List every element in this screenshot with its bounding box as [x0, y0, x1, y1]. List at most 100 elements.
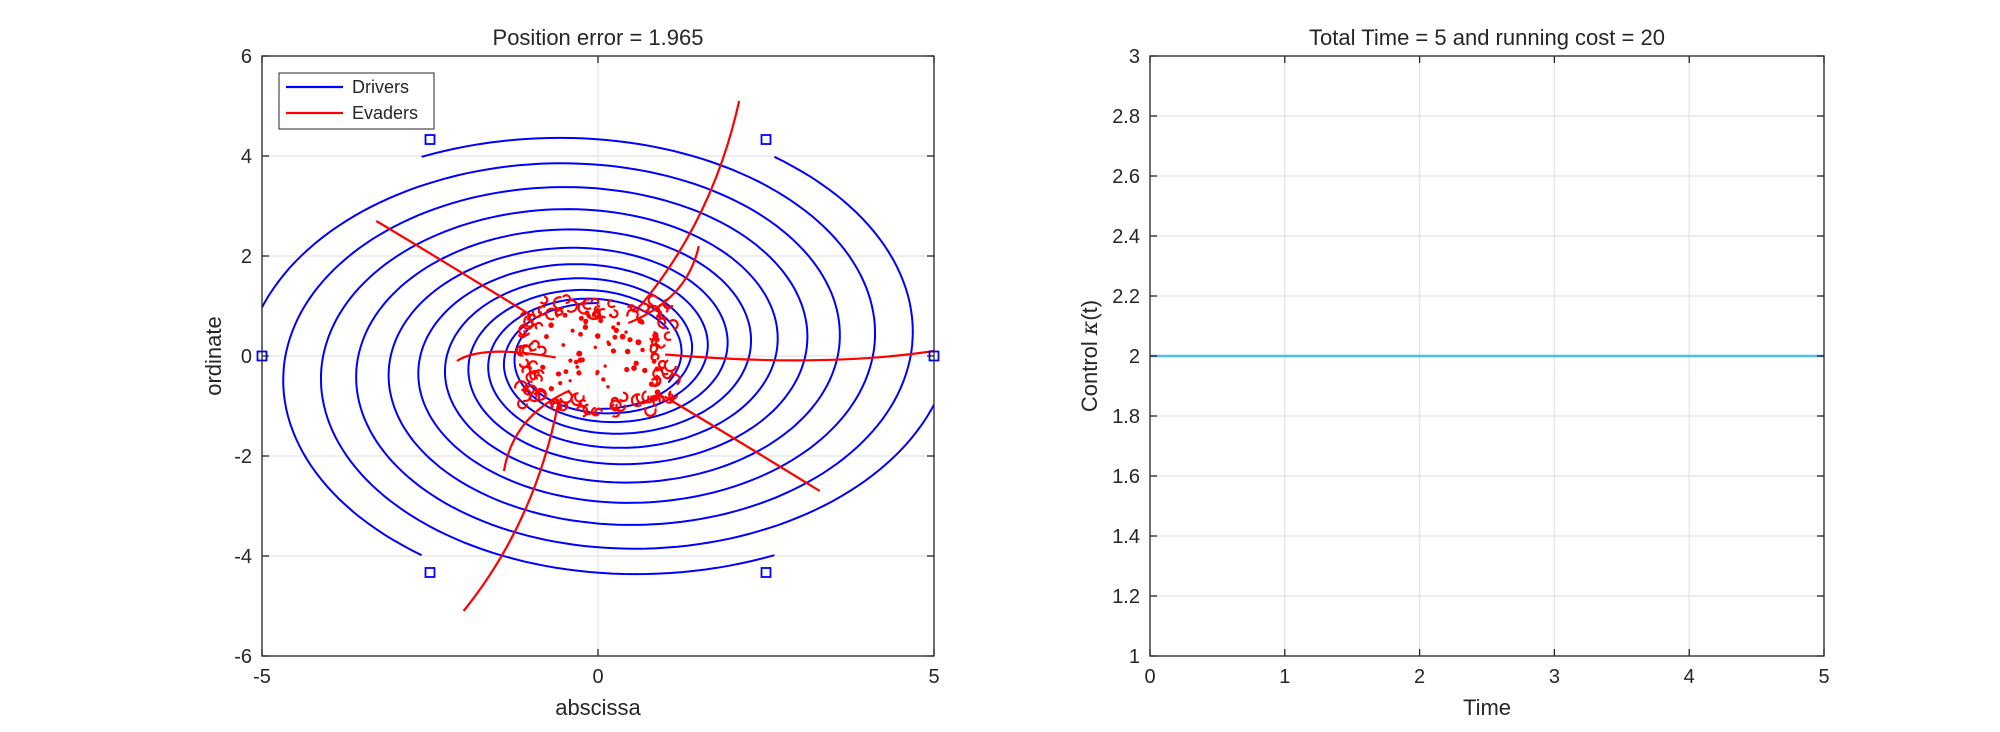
y-tick-label: 4: [241, 146, 252, 168]
y-tick-label: -4: [234, 546, 252, 568]
evader-cluster-mark: [668, 319, 679, 331]
driver-trajectory: [262, 162, 841, 484]
evader-cluster-dot: [555, 371, 562, 377]
evader-trajectory: [639, 100, 741, 307]
evader-cluster-mark: [518, 323, 531, 337]
chart2-y-tick-labels: 1 1.2 1.4 1.6 1.8 2 2.2 2.4 2.6 2.8 3: [1112, 46, 1140, 668]
evader-cluster-mark: [530, 339, 540, 349]
driver-trajectory: [387, 155, 914, 526]
evader-cluster-dot: [635, 339, 642, 346]
chart1-y-tick-labels: -6 -4 -2 0 2 4 6: [234, 46, 252, 668]
evader-cluster-dot: [598, 318, 604, 324]
evader-cluster-dot: [558, 380, 563, 386]
evader-cluster-mark: [641, 302, 650, 313]
evader-cluster-dot: [562, 312, 568, 318]
evader-cluster-mark: [559, 390, 573, 404]
evader-cluster-mark: [566, 298, 578, 313]
evader-cluster-mark: [663, 359, 678, 373]
evader-cluster-dot: [570, 328, 575, 333]
evader-cluster-mark: [607, 299, 616, 309]
y-tick-label: 1: [1129, 646, 1140, 668]
y-tick-label: 1.2: [1112, 586, 1140, 608]
y-tick-label: 1.4: [1112, 526, 1140, 548]
evader-cluster-dot: [611, 325, 616, 330]
trajectory-chart: Position error = 1.965 -5 0 5 -6 -4 -2 0 2 4 6 a…: [201, 25, 940, 720]
evader-cluster-dot: [548, 322, 554, 328]
evader-cluster-dot: [577, 357, 583, 363]
evader-cluster-dot: [624, 348, 631, 355]
evader-cluster-mark: [531, 310, 542, 319]
y-tick-label: -6: [234, 646, 252, 668]
evader-cluster-mark: [582, 403, 594, 416]
driver-start-marker: [424, 134, 436, 145]
evader-cluster-mark: [650, 394, 660, 402]
evader-cluster-mark: [615, 403, 627, 412]
evader-cluster-dot: [648, 381, 655, 387]
evader-cluster-mark: [635, 392, 650, 405]
evader-cluster-mark: [550, 401, 563, 411]
drivers-series: [262, 136, 934, 576]
driver-trajectory: [320, 208, 779, 576]
evader-cluster-mark: [537, 305, 546, 316]
evader-cluster-dot: [631, 365, 637, 371]
evader-cluster-mark: [578, 399, 587, 408]
evader-cluster-dot: [563, 369, 569, 375]
x-tick-label: 3: [1549, 666, 1560, 688]
evader-cluster-mark: [618, 391, 629, 403]
y-tick-label: 2.4: [1112, 226, 1140, 248]
evader-cluster-mark: [650, 377, 659, 386]
chart2-y-label-arg: (t): [1077, 300, 1102, 321]
evader-cluster-mark: [514, 380, 529, 393]
evader-cluster-mark: [534, 321, 544, 330]
evader-cluster-mark: [529, 370, 540, 381]
evader-cluster-dot: [576, 370, 582, 376]
evader-cluster-mark: [647, 294, 659, 306]
x-tick-label: 1: [1279, 666, 1290, 688]
evader-cluster-dot: [616, 321, 621, 326]
evader-cluster-mark: [582, 298, 592, 311]
evader-cluster-dot: [540, 364, 546, 370]
x-tick-label: -5: [253, 666, 271, 688]
evader-cluster-mark: [557, 402, 569, 412]
evader-cluster-dot: [654, 366, 660, 372]
evader-cluster-dot: [624, 330, 628, 334]
evader-cluster-mark: [590, 406, 600, 417]
evader-cluster-mark: [594, 407, 603, 416]
evader-cluster-dot: [633, 360, 639, 366]
evader-cluster-dot: [613, 327, 619, 333]
evader-trajectory: [462, 405, 559, 612]
evader-cluster-mark: [652, 367, 663, 380]
x-tick-label: 5: [928, 666, 939, 688]
chart1-ticks: [261, 55, 935, 657]
driver-start-marker: [424, 567, 436, 578]
evader-cluster-mark: [651, 352, 660, 361]
chart2-x-tick-labels: 0 1 2 3 4 5: [1144, 666, 1829, 688]
y-tick-label: 3: [1129, 46, 1140, 68]
evaders-series: [375, 100, 934, 612]
evader-trajectory: [665, 349, 934, 362]
evader-cluster-mark: [610, 309, 619, 319]
evader-cluster-dot: [568, 379, 572, 383]
x-tick-label: 0: [592, 666, 603, 688]
evader-cluster-dot: [612, 334, 618, 340]
driver-trajectory: [355, 228, 934, 550]
evader-cluster-dot: [561, 343, 566, 347]
evader-cluster-dot: [654, 389, 661, 396]
evader-cluster-mark: [544, 307, 555, 321]
y-tick-label: 1.6: [1112, 466, 1140, 488]
driver-start-marker: [760, 567, 772, 578]
driver-trajectory: [282, 186, 809, 557]
evader-cluster-mark: [537, 387, 547, 401]
evader-cluster-mark: [518, 358, 530, 369]
chart1-y-axis-label: ordinate: [201, 316, 226, 396]
evader-cluster-mark: [515, 344, 526, 357]
evader-cluster-mark: [552, 296, 565, 310]
evader-cluster-dot: [568, 358, 573, 363]
evader-cluster-dot: [594, 333, 601, 339]
y-tick-label: 0: [241, 346, 252, 368]
evader-cluster-mark: [523, 314, 536, 328]
evader-cluster-dot: [610, 348, 617, 354]
y-tick-label: 2.6: [1112, 166, 1140, 188]
evader-cluster-dot: [584, 310, 590, 316]
evader-cluster-dot: [627, 337, 633, 343]
